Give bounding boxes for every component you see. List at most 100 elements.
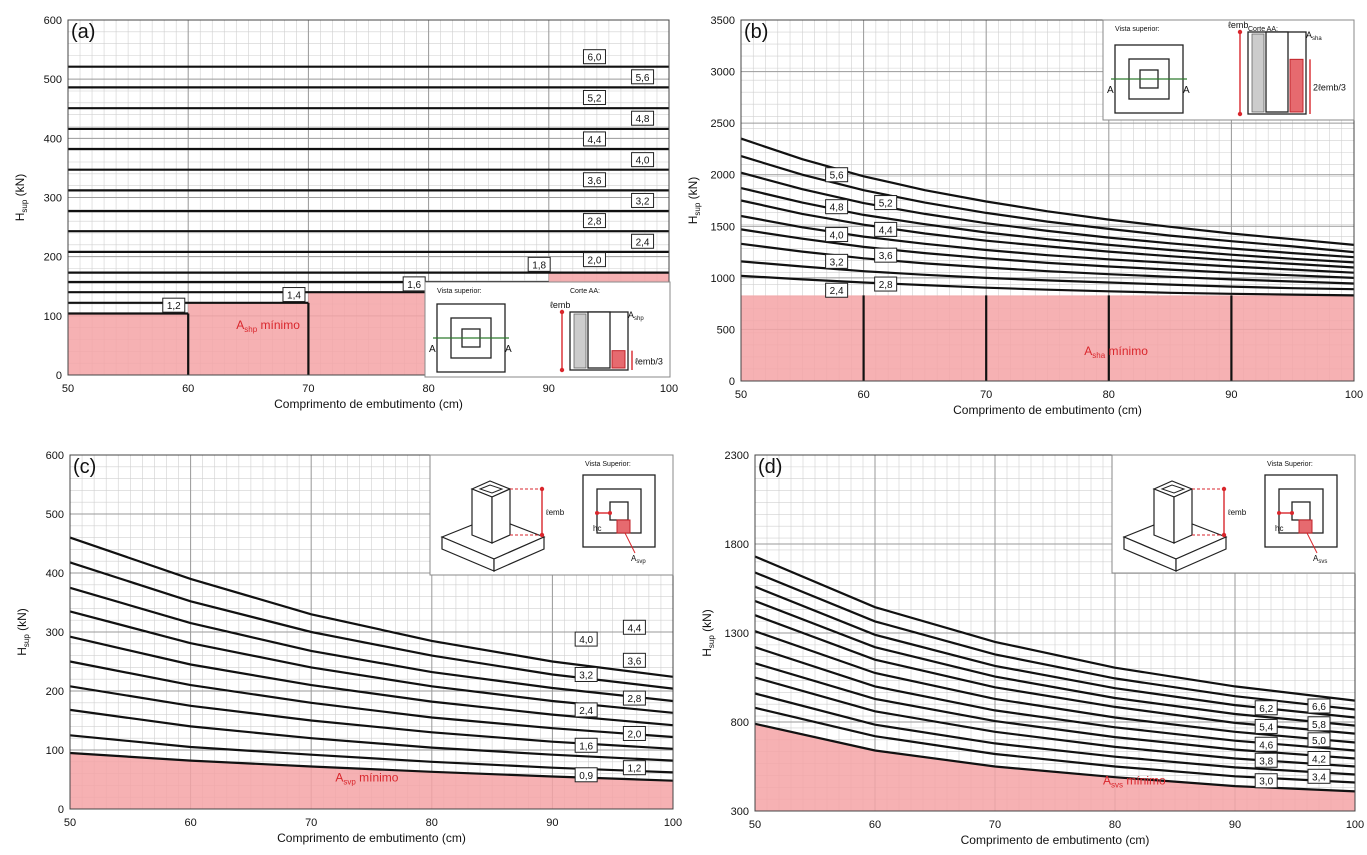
curve-label: 2,8	[582, 213, 606, 229]
area-label: Asvp	[631, 554, 646, 565]
chart-panel-d: 3,0 3,4 3,8 4,2 4,6 5,0 5,4 5,8 6,2 6,6 Asvs mínim…	[700, 450, 1364, 847]
curve-label-box	[825, 253, 849, 269]
curve-label: 5,0	[1307, 732, 1331, 748]
curve-label-box	[527, 256, 551, 272]
inset-section-title: Corte AA:	[570, 288, 600, 295]
curve-label-box	[282, 287, 306, 303]
curve-label: 3,0	[1254, 773, 1278, 789]
curve-label-text: 3,6	[588, 176, 602, 187]
column-left	[1153, 488, 1175, 544]
series-line-3-2	[69, 610, 674, 714]
x-axis-label: Comprimento de embutimento (cm)	[953, 403, 1142, 417]
y-axis-label: Hsup (kN)	[15, 608, 31, 656]
y-tick-label: 200	[44, 252, 62, 264]
x-tick-label: 80	[422, 383, 434, 395]
curve-label: 2,0	[582, 252, 606, 268]
column-left	[471, 488, 493, 544]
curve-label-box	[582, 213, 606, 229]
y-tick-label: 500	[46, 509, 64, 521]
x-tick-label: 90	[1229, 819, 1241, 831]
curve-label: 6,6	[1307, 698, 1331, 714]
section-hatch-left	[1251, 33, 1265, 113]
curve-label-box	[825, 227, 849, 243]
chart-panel-b: 2,4 2,8 3,2 3,6 4,0 4,4 4,8 5,2 5,6 Asha mínimo 50…	[686, 15, 1363, 417]
curve-label-text: 2,4	[830, 286, 844, 297]
curve-label-text: 3,2	[579, 670, 593, 681]
curve-label: 1,8	[527, 256, 551, 272]
curve-label-box	[582, 172, 606, 188]
curve-label-text: 4,0	[579, 635, 593, 646]
curve-label: 2,4	[825, 282, 849, 298]
curve-label-text: 4,8	[830, 203, 844, 214]
curve-label: 3,2	[825, 253, 849, 269]
series-line-2-4	[69, 660, 674, 739]
x-tick-label: 60	[869, 819, 881, 831]
x-tick-label: 60	[857, 389, 869, 401]
series-line-5-6	[740, 155, 1355, 254]
curve-label: 5,2	[874, 195, 898, 211]
curve-label-box	[874, 276, 898, 292]
curve-label-text: 1,6	[407, 280, 421, 291]
curve-label: 1,4	[282, 287, 306, 303]
curve-label-box	[631, 233, 655, 249]
column-right	[491, 488, 511, 544]
plot-frame	[67, 19, 670, 376]
curve-label-box	[825, 282, 849, 298]
panel-label: (b)	[744, 21, 768, 43]
series-line-1-2	[69, 734, 674, 774]
dimension-dot-top	[1221, 486, 1227, 492]
loaded-area	[616, 519, 631, 534]
y-tick-label: 400	[44, 133, 62, 145]
series-line-0-9	[69, 751, 674, 782]
curve-label-box	[631, 69, 655, 85]
curve-label-box	[1254, 700, 1278, 716]
area-label: Asvs	[1313, 554, 1327, 565]
x-tick-label: 80	[426, 817, 438, 829]
curve-label: 2,8	[622, 690, 646, 706]
curve-label: 4,4	[582, 131, 606, 147]
curve-label-box	[574, 767, 598, 783]
y-tick-label: 500	[44, 74, 62, 86]
series-line-2-8	[69, 635, 674, 727]
x-tick-label: 100	[1345, 389, 1363, 401]
curve-label-text: 4,0	[636, 156, 650, 167]
curve-label-box	[582, 131, 606, 147]
hc-dot-left	[595, 511, 599, 515]
chart-panel-a: 1,2 1,4 1,6 1,8 2,0 2,4 2,8 3,2 3,6 4,0 4,4 4,8 5,2 5…	[13, 15, 678, 411]
curve-label-box	[574, 666, 598, 682]
curve-label-box	[1307, 750, 1331, 766]
curve-label-box	[582, 49, 606, 65]
y-tick-label: 0	[56, 370, 62, 382]
curve-label: 3,8	[1254, 752, 1278, 768]
x-tick-label: 70	[302, 383, 314, 395]
curve-label: 4,6	[1254, 736, 1278, 752]
loaded-area	[611, 350, 626, 369]
curve-label: 3,6	[622, 652, 646, 668]
y-tick-label: 1000	[711, 273, 735, 285]
region-label: Ashp mínimo	[236, 318, 300, 334]
curve-label-box	[622, 652, 646, 668]
series-line-6-2	[754, 599, 1356, 727]
y-tick-label: 3500	[711, 15, 735, 27]
curve-label: 6,2	[1254, 700, 1278, 716]
curve-label-text: 5,4	[1259, 722, 1273, 733]
dimension-dot-top	[539, 486, 545, 492]
plot-frame	[69, 454, 674, 810]
y-tick-label: 600	[46, 450, 64, 462]
x-tick-label: 100	[660, 383, 678, 395]
embed-label: ℓemb	[545, 508, 565, 517]
inset-diagram: ℓemb Vista Superior: hc Asvp	[429, 454, 674, 576]
curve-label: 5,6	[825, 167, 849, 183]
curve-label-box	[1254, 718, 1278, 734]
section-column	[1265, 31, 1289, 113]
y-tick-label: 2300	[725, 450, 749, 462]
section-column	[587, 311, 611, 369]
y-tick-label: 800	[731, 717, 749, 729]
curve-label: 4,0	[631, 152, 655, 168]
curve-label-box	[622, 760, 646, 776]
x-tick-label: 80	[1103, 389, 1115, 401]
x-tick-label: 60	[182, 383, 194, 395]
curve-label-box	[874, 247, 898, 263]
curve-label-text: 1,2	[167, 301, 181, 312]
curve-label-text: 3,6	[627, 656, 641, 667]
